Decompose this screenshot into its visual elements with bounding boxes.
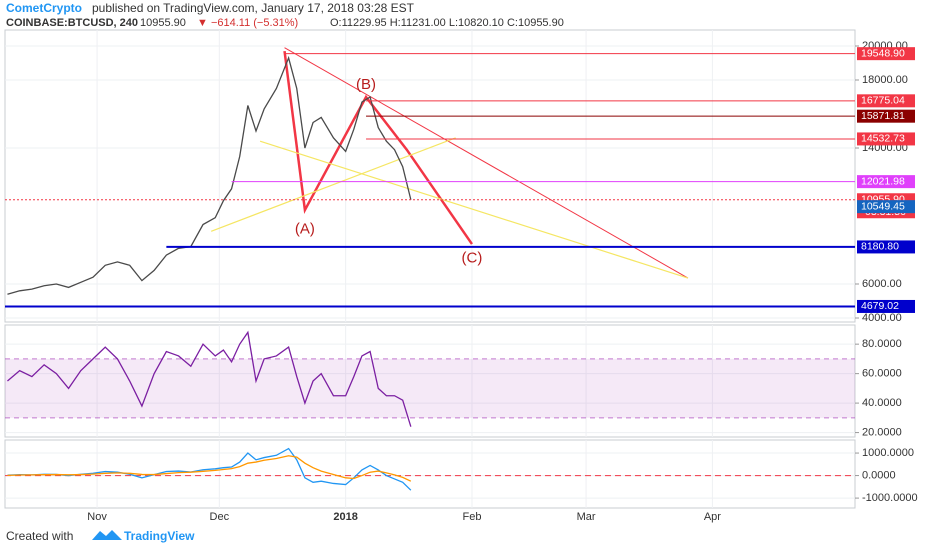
level-label-box: [857, 132, 915, 146]
level-label-box: [857, 175, 915, 189]
last-price: 10955.90: [140, 17, 186, 29]
trend-drawing: [284, 47, 689, 279]
y-tick-label: 60.0000: [862, 368, 902, 380]
level-label: 15871.81: [861, 110, 905, 122]
y-tick-label: -1000.0000: [862, 492, 918, 504]
series-line: [7, 455, 412, 482]
y-tick-label: 40.0000: [862, 397, 902, 409]
level-label: 16775.04: [861, 95, 905, 107]
author: CometCrypto: [6, 1, 82, 15]
y-tick-label: 6000.00: [862, 278, 902, 290]
level-label-box: [857, 299, 915, 313]
price-pane: [4, 29, 856, 323]
published: published on TradingView.com, January 17…: [92, 1, 415, 15]
wave-label: (B): [356, 76, 376, 93]
trend-drawing: [259, 140, 689, 279]
level-label-box: [857, 109, 915, 123]
y-tick-label: 80.0000: [862, 338, 902, 350]
rsi-pane: [4, 324, 856, 438]
wave-label: (A): [295, 221, 315, 238]
macd-pane: [4, 439, 856, 509]
level-label-box: [857, 47, 915, 61]
rsi-band: [5, 358, 855, 418]
level-label: 19548.90: [861, 47, 905, 59]
y-tick-label: 1000.0000: [862, 447, 914, 459]
level-label: 4679.02: [861, 300, 899, 312]
x-tick-label: Apr: [704, 511, 721, 523]
level-label: 8180.80: [861, 241, 899, 253]
x-tick-label: Nov: [87, 511, 107, 523]
ohlc: O:11229.95 H:11231.00 L:10820.10 C:10955…: [330, 17, 564, 29]
tradingview-logo: [92, 530, 122, 540]
series-line: [7, 330, 412, 427]
level-label-box: [857, 240, 915, 254]
y-tick-label: 20.0000: [862, 426, 902, 438]
level-label: 10549.45: [861, 200, 905, 212]
symbol: COINBASE:BTCUSD, 240: [6, 17, 138, 29]
level-label: 14532.73: [861, 133, 905, 145]
change: ▼ −614.11 (−5.31%): [197, 17, 298, 29]
trend-drawing: [210, 137, 456, 232]
y-tick-label: 18000.00: [862, 74, 908, 86]
series-line: [7, 55, 412, 295]
level-label-box: [857, 200, 915, 214]
x-tick-label: 2018: [333, 511, 357, 523]
y-tick-label: 0.0000: [862, 469, 896, 481]
x-tick-label: Dec: [210, 511, 230, 523]
wave-label: (C): [462, 249, 483, 266]
y-tick-label: 4000.00: [862, 312, 902, 324]
x-tick-label: Mar: [577, 511, 596, 523]
level-label: 12021.98: [861, 175, 905, 187]
level-label-box: [857, 94, 915, 108]
footer-brand: TradingView: [124, 529, 195, 543]
footer-created: Created with: [6, 529, 73, 543]
x-tick-label: Feb: [462, 511, 481, 523]
